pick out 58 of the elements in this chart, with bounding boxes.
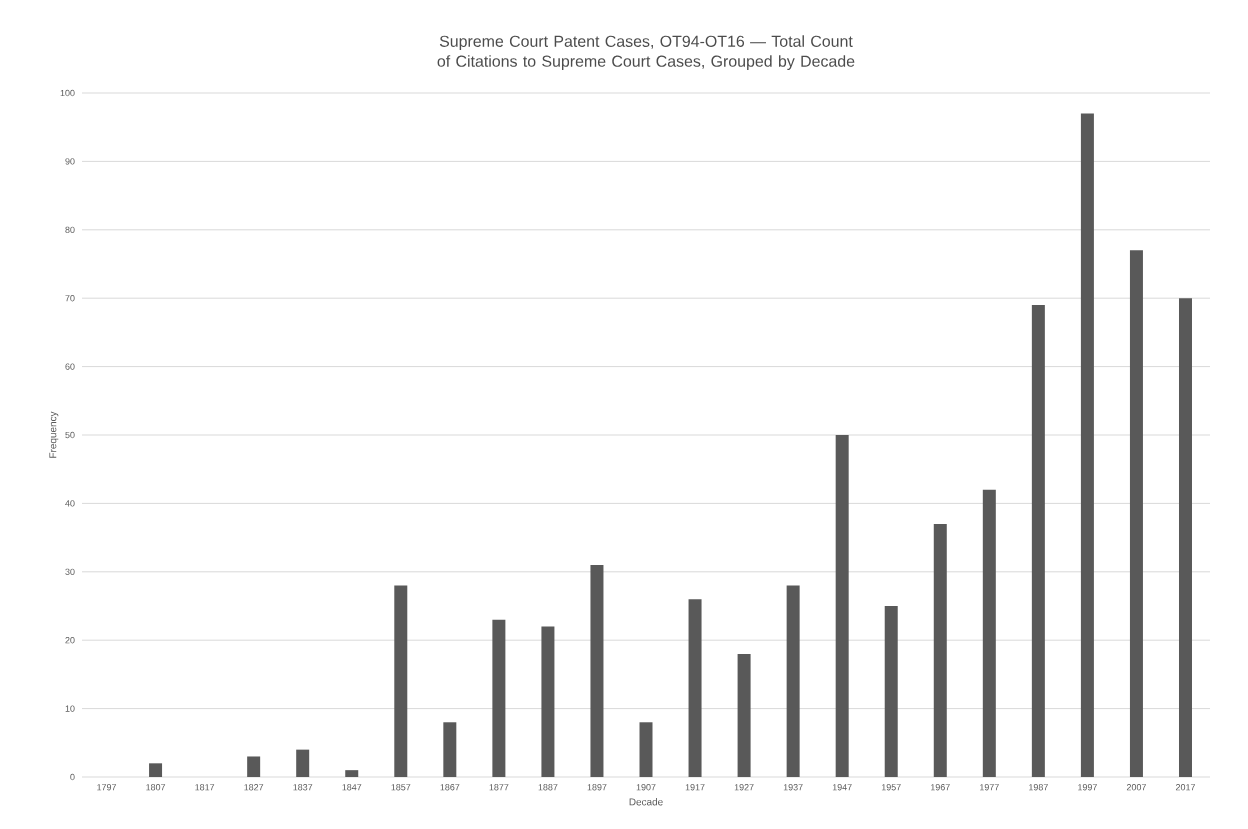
bar [541, 626, 555, 777]
bar [688, 599, 702, 777]
bar [1031, 305, 1045, 777]
x-tick-label: 1877 [489, 784, 509, 791]
y-axis-title: Frequency [49, 411, 59, 458]
x-tick-label: 1957 [881, 784, 901, 791]
x-tick-label: 2017 [1175, 784, 1195, 791]
y-tick-label: 100 [60, 89, 75, 97]
bar [835, 435, 849, 777]
bar [149, 763, 163, 777]
bar [443, 722, 457, 777]
bar [247, 756, 261, 777]
x-tick-label: 1857 [391, 784, 411, 791]
x-tick-label: 1817 [195, 784, 215, 791]
bar [884, 606, 898, 777]
bar [296, 749, 310, 777]
x-tick-label: 1797 [97, 784, 117, 791]
bar [1129, 250, 1143, 777]
bar [1178, 298, 1192, 777]
x-tick-label: 1827 [244, 784, 264, 791]
bar [345, 770, 359, 777]
y-tick-label: 10 [65, 705, 75, 712]
x-tick-label: 1897 [587, 784, 607, 791]
y-tick-label: 0 [70, 773, 75, 781]
x-tick-label: 1907 [636, 784, 656, 791]
y-tick-label: 50 [65, 431, 75, 439]
bar [1080, 113, 1094, 777]
x-tick-label: 1807 [146, 784, 166, 791]
y-tick-label: 20 [65, 637, 75, 644]
y-tick-label: 70 [65, 295, 75, 302]
x-tick-label: 1947 [832, 784, 852, 791]
x-tick-label: 1987 [1029, 784, 1048, 791]
x-tick-label: 1887 [538, 784, 558, 791]
bar [786, 585, 800, 777]
x-tick-label: 1837 [293, 784, 313, 791]
bar [639, 722, 653, 777]
x-tick-label: 1847 [342, 784, 362, 791]
y-tick-label: 60 [65, 363, 75, 370]
bar [492, 619, 506, 777]
bar [982, 489, 996, 777]
y-tick-label: 90 [65, 158, 75, 165]
y-tick-label: 80 [65, 226, 75, 233]
x-tick-label: 1967 [930, 784, 950, 791]
bar [933, 523, 947, 777]
chart-title: Supreme Court Patent Cases, OT94-OT16 — Total Count of Citations to Supreme Court Cases, Grouped by Decade [437, 35, 855, 70]
x-axis-title: Decade [629, 798, 663, 806]
x-tick-label: 1927 [734, 784, 754, 791]
bar [737, 653, 751, 777]
y-tick-label: 30 [65, 568, 75, 575]
x-tick-label: 1997 [1078, 784, 1097, 791]
x-tick-label: 1977 [980, 784, 999, 791]
x-tick-label: 1917 [685, 784, 705, 791]
y-tick-label: 40 [65, 500, 75, 507]
bar [590, 564, 604, 777]
x-tick-label: 1867 [440, 784, 460, 791]
x-tick-label: 1937 [783, 784, 803, 791]
x-tick-label: 2007 [1126, 784, 1146, 791]
bar [394, 585, 408, 777]
